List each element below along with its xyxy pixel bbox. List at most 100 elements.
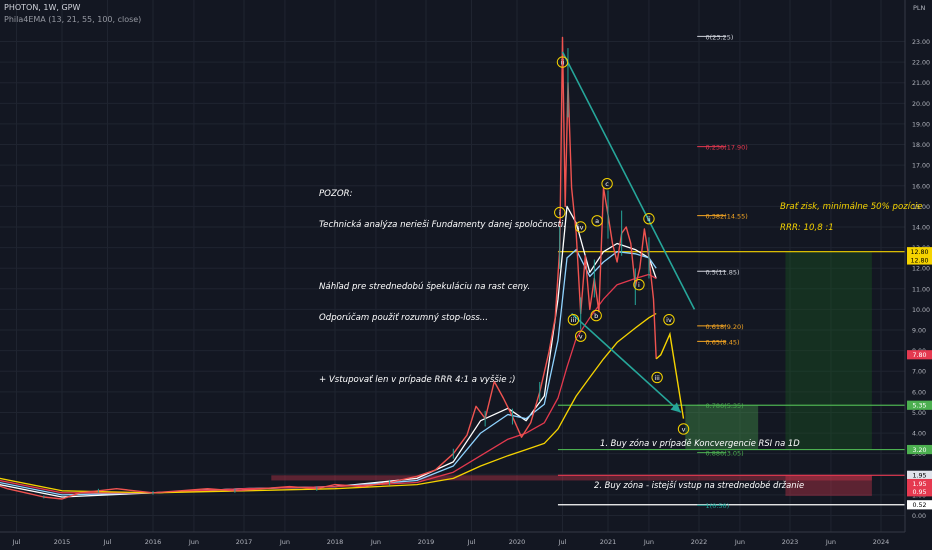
take-profit-label: Brať zisk, minimálne 50% pozície [780, 202, 923, 212]
wave-label: iv [666, 316, 672, 324]
wave-label: iv [578, 223, 584, 231]
x-tick-label: Jun [734, 538, 745, 546]
x-tick-label: 2016 [145, 538, 162, 546]
y-tick-label: 21.00 [912, 80, 930, 87]
buy-zone-2-label: 2. Buy zóna - istejší vstup na strednedo… [594, 480, 805, 490]
fib-label: 0(23.25) [706, 33, 734, 41]
wave-label: iii [571, 316, 577, 324]
price-tag-label: 1.95 [912, 481, 926, 488]
price-tag [907, 478, 932, 489]
wave-circle [601, 178, 613, 190]
x-tick-label: Jul [558, 538, 567, 546]
price-line [0, 36, 657, 500]
projection [655, 331, 685, 419]
x-tick-label: Jun [370, 538, 381, 546]
buy-zone-1-label: 1. Buy zóna v prípadě Koncvergencie RSI … [600, 438, 800, 448]
y-tick-label: 9.00 [912, 328, 926, 335]
wave-circle [633, 278, 645, 291]
x-tick-label: 2020 [509, 538, 526, 546]
wave-circle [554, 206, 566, 219]
x-tick-label: 2015 [54, 538, 71, 546]
y-tick-label: 11.00 [912, 286, 930, 293]
y-axis-panel [905, 0, 932, 550]
x-tick-label: Jun [825, 538, 836, 546]
y-tick-label: 7.00 [912, 369, 926, 376]
y-tick-label: 16.00 [912, 183, 930, 190]
price-tag [907, 400, 932, 410]
wave-label: b [594, 312, 598, 320]
fib-label: 0.886(3.05) [706, 450, 744, 458]
y-tick-label: 23.00 [912, 39, 930, 46]
wave-label: i [559, 209, 561, 217]
price-tag [907, 487, 932, 497]
wave-circle [575, 330, 587, 342]
x-tick-label: Jun [643, 538, 654, 546]
wave-label: ii [647, 215, 651, 223]
y-tick-label: 3.00 [912, 451, 926, 458]
y-axis-unit: PLN [913, 4, 926, 12]
note-line: + Vstupovať len v prípade RRR 4:1 a vyšš… [319, 375, 516, 386]
price-tag [907, 444, 932, 455]
wave-circle [575, 221, 587, 233]
chart-header: PHOTON, 1W, GPW Phila4EMA (13, 21, 55, 1… [4, 2, 141, 26]
x-tick-label: Jul [467, 538, 476, 546]
price-tag [907, 500, 932, 510]
y-tick-label: 17.00 [912, 163, 930, 170]
price-tag-label: 0.95 [912, 489, 926, 496]
price-tag-label: 0.52 [912, 502, 926, 509]
zone-box [271, 475, 872, 481]
trend-line [571, 312, 682, 414]
symbol-line[interactable]: PHOTON, 1W, GPW [4, 3, 81, 12]
wave-circle [677, 423, 690, 435]
x-tick-label: Jun [279, 538, 290, 546]
y-tick-label: 14.00 [912, 224, 930, 231]
fib-label: 0.5(11.85) [706, 268, 740, 276]
price-tag [907, 255, 932, 265]
x-tick-label: 2021 [600, 538, 617, 546]
x-tick-label: 2023 [782, 538, 799, 546]
horizontal-levels [557, 251, 905, 506]
fib-label: 0.65(8.45) [706, 338, 740, 346]
price-tag-label: 3.20 [912, 447, 926, 454]
wave-label: v [579, 333, 583, 341]
indicator-line[interactable]: Phila4EMA (13, 21, 55, 100, close) [4, 15, 142, 24]
x-tick-label: 2022 [691, 538, 708, 546]
y-tick-label: 19.00 [912, 121, 930, 128]
rrr-label: RRR: 10,8 :1 [780, 223, 834, 233]
price-tag-label: 5.35 [912, 403, 926, 410]
trend-lines [561, 51, 696, 414]
price-tag [907, 247, 932, 257]
note-line: Technická analýza nerieši Fundamenty dan… [319, 220, 566, 231]
note-line: Odporúčam použiť rozumný stop-loss... [319, 313, 489, 324]
x-tick-label: 2017 [236, 538, 253, 546]
price-tag-label: 7.80 [912, 352, 926, 359]
fib-label: 0.618(9.20) [706, 323, 744, 331]
y-tick-label: 15.00 [912, 204, 930, 211]
zone-box [685, 405, 759, 450]
disclaimer-note: POZOR: Technická analýza nerieši Fundame… [319, 168, 566, 396]
wave-label: v [682, 425, 686, 433]
projection-line [655, 331, 685, 419]
y-tick-label: 5.00 [912, 410, 926, 417]
wave-label: i [638, 281, 640, 289]
y-tick-label: 18.00 [912, 142, 930, 149]
x-tick-label: 2018 [327, 538, 344, 546]
fib-label: 0.786(5.35) [706, 402, 744, 410]
x-tick-label: 2024 [873, 538, 890, 546]
x-tick-label: Jul [103, 538, 112, 546]
price-tag [907, 350, 932, 360]
price-tag-label: 12.80 [910, 257, 928, 264]
y-tick-label: 12.00 [912, 266, 930, 273]
price-tag-label: 1.95 [912, 473, 926, 480]
price-tag [907, 470, 932, 480]
y-tick-label: 22.00 [912, 60, 930, 67]
wave-circle [556, 56, 569, 68]
wave-circle [590, 309, 602, 322]
x-tick-label: Jul [12, 538, 21, 546]
y-tick-label: 0.00 [912, 513, 926, 520]
wave-label: c [605, 180, 609, 188]
